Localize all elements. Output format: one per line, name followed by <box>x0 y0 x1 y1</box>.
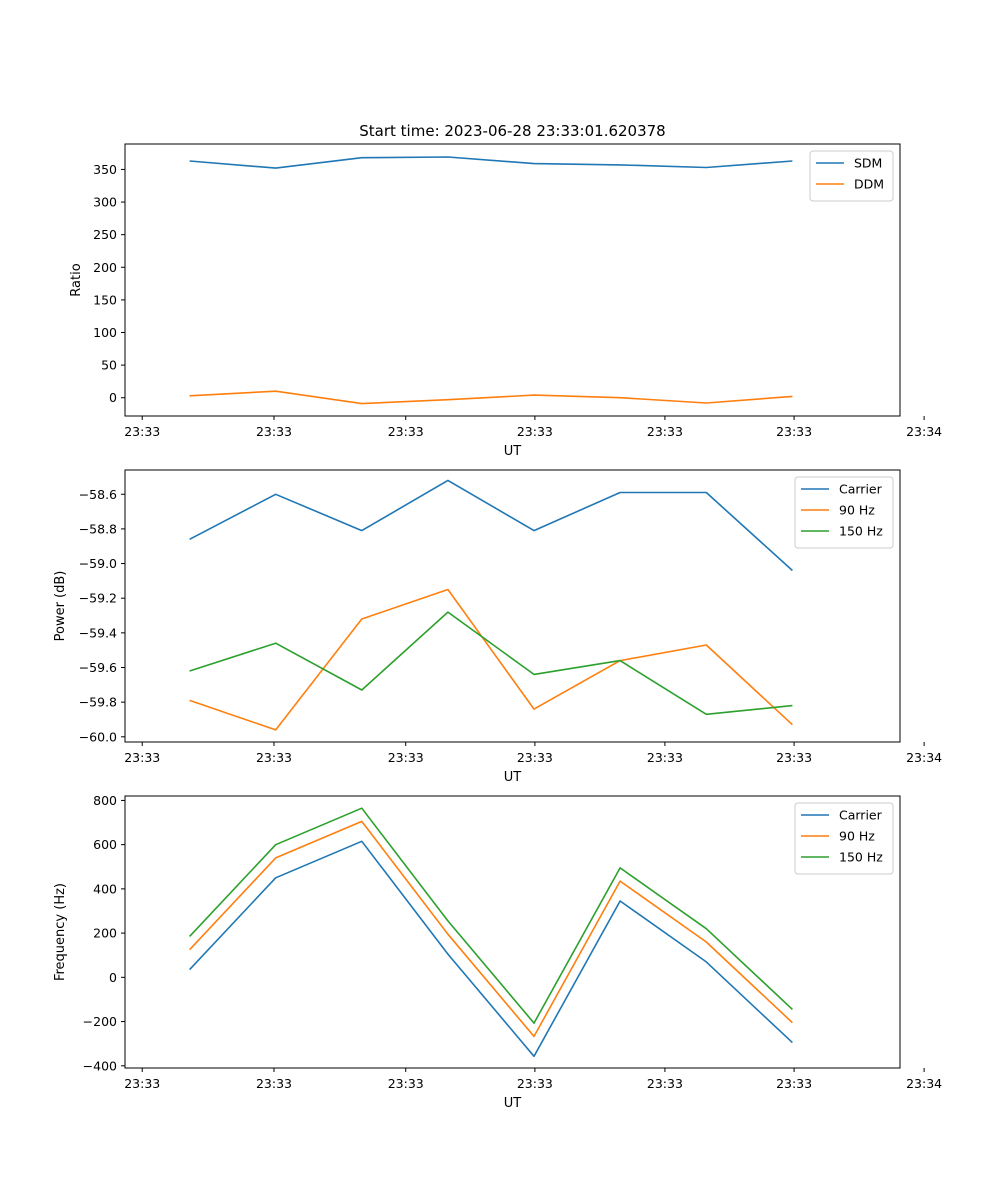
legend-label: Carrier <box>839 482 883 497</box>
x-tick-label: 23:33 <box>776 750 812 765</box>
x-tick-label: 23:34 <box>906 750 942 765</box>
y-tick-label: 300 <box>93 195 117 210</box>
x-tick-label: 23:33 <box>776 1076 812 1091</box>
x-tick-label: 23:33 <box>124 1076 160 1091</box>
y-tick-label: 350 <box>93 162 117 177</box>
y-tick-label: 0 <box>109 970 117 985</box>
series-line-carrier <box>189 840 793 1058</box>
x-tick-label: 23:33 <box>388 750 424 765</box>
y-tick-label: −59.2 <box>79 591 117 606</box>
series-line-ddm <box>189 390 793 405</box>
y-tick-label: −400 <box>83 1058 117 1073</box>
series-line-carrier <box>189 479 793 572</box>
x-tick-label: 23:33 <box>388 1076 424 1091</box>
x-tick-label: 23:33 <box>124 750 160 765</box>
y-tick-label: 150 <box>93 292 117 307</box>
y-tick-label: −58.8 <box>79 521 117 536</box>
legend-label: SDM <box>854 156 882 171</box>
y-tick-label: −59.0 <box>79 556 117 571</box>
y-tick-label: 100 <box>93 325 117 340</box>
axes-frame-3 <box>124 795 901 1069</box>
y-tick-label: −59.8 <box>79 695 117 710</box>
y-tick-label: 0 <box>109 390 117 405</box>
axes-frame-2 <box>124 469 901 743</box>
x-tick-label: 23:33 <box>647 1076 683 1091</box>
y-tick-label: −59.4 <box>79 625 117 640</box>
x-tick-label: 23:33 <box>517 1076 553 1091</box>
y-tick-label: 200 <box>93 926 117 941</box>
x-tick-label: 23:33 <box>647 750 683 765</box>
x-tick-label: 23:33 <box>256 1076 292 1091</box>
x-tick-label: 23:33 <box>124 424 160 439</box>
legend-label: DDM <box>854 177 884 192</box>
x-tick-label: 23:34 <box>906 1076 942 1091</box>
axes-frame-1 <box>124 143 901 417</box>
series-line-sdm <box>189 156 793 169</box>
y-tick-label: 400 <box>93 881 117 896</box>
y-tick-label: 600 <box>93 837 117 852</box>
x-tick-label: 23:33 <box>256 424 292 439</box>
y-tick-label: −58.6 <box>79 487 117 502</box>
y-axis-label: Frequency (Hz) <box>53 883 68 981</box>
y-axis-label: Power (dB) <box>53 571 68 642</box>
x-tick-label: 23:33 <box>517 424 553 439</box>
y-axis-label: Ratio <box>69 263 84 296</box>
x-tick-label: 23:33 <box>647 424 683 439</box>
y-tick-label: −200 <box>83 1014 117 1029</box>
x-tick-label: 23:33 <box>388 424 424 439</box>
series-line-150-hz <box>189 807 793 1024</box>
y-tick-label: 250 <box>93 227 117 242</box>
y-tick-label: 50 <box>101 358 117 373</box>
x-axis-label: UT <box>504 444 522 459</box>
x-tick-label: 23:34 <box>906 424 942 439</box>
y-tick-label: 800 <box>93 793 117 808</box>
x-tick-label: 23:33 <box>776 424 812 439</box>
x-tick-label: 23:33 <box>517 750 553 765</box>
legend-label: 90 Hz <box>839 829 875 844</box>
x-tick-label: 23:33 <box>256 750 292 765</box>
x-axis-label: UT <box>504 1096 522 1111</box>
legend-label: 150 Hz <box>839 524 883 539</box>
legend-label: 150 Hz <box>839 850 883 865</box>
legend-label: Carrier <box>839 808 883 823</box>
series-line-150-hz <box>189 611 793 716</box>
y-tick-label: −59.6 <box>79 660 117 675</box>
y-tick-label: −60.0 <box>79 729 117 744</box>
legend-label: 90 Hz <box>839 503 875 518</box>
figure-title: Start time: 2023-06-28 23:33:01.620378 <box>359 122 665 140</box>
y-tick-label: 200 <box>93 260 117 275</box>
series-line-90-hz <box>189 588 793 731</box>
series-line-90-hz <box>189 820 793 1038</box>
x-axis-label: UT <box>504 770 522 785</box>
